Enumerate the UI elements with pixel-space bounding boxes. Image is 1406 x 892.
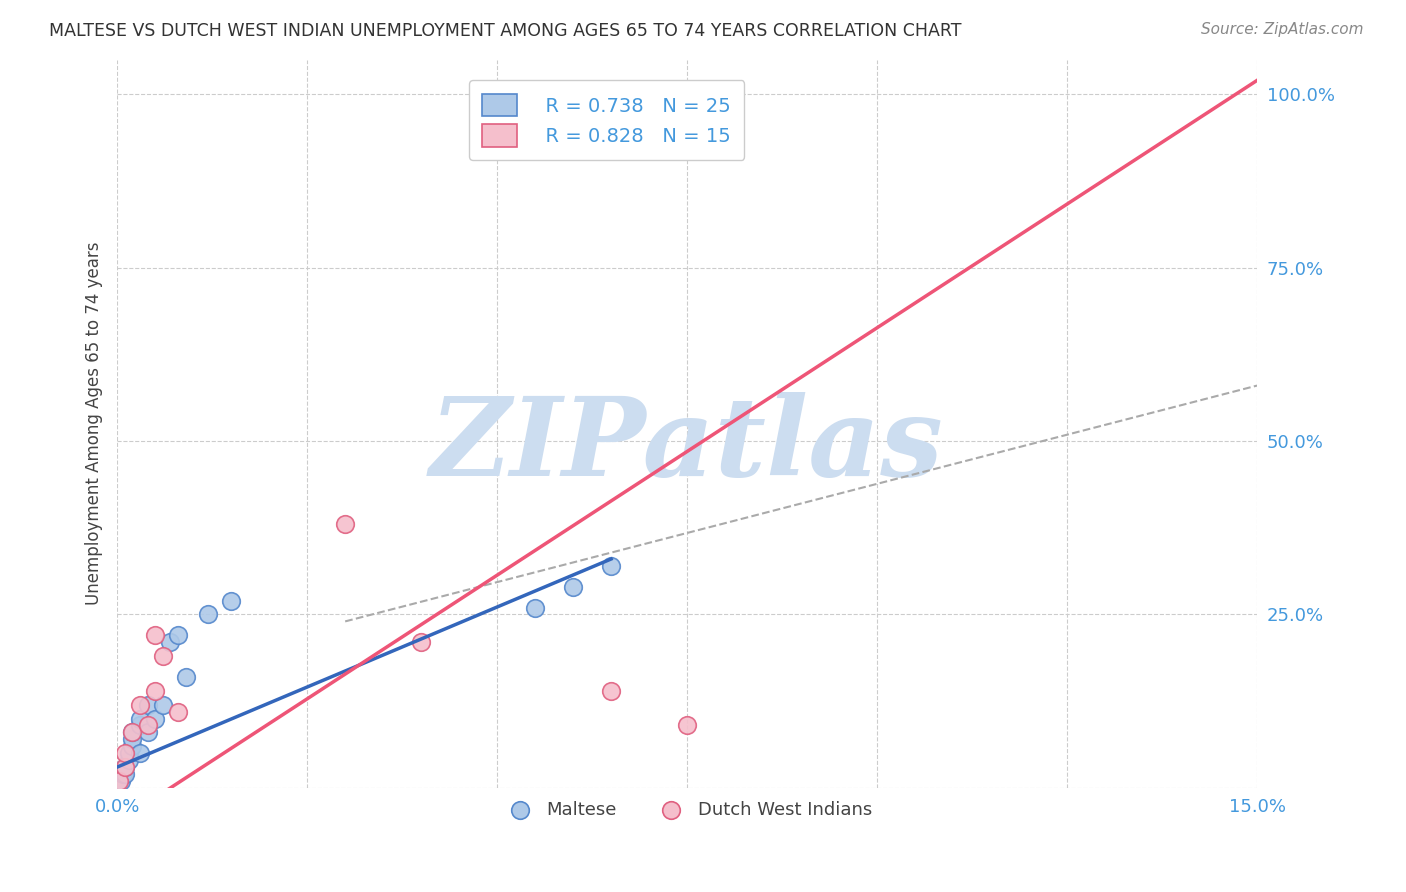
Text: MALTESE VS DUTCH WEST INDIAN UNEMPLOYMENT AMONG AGES 65 TO 74 YEARS CORRELATION : MALTESE VS DUTCH WEST INDIAN UNEMPLOYMEN… [49,22,962,40]
Y-axis label: Unemployment Among Ages 65 to 74 years: Unemployment Among Ages 65 to 74 years [86,242,103,606]
Point [110,773,132,788]
Point [676,718,699,732]
Point [136,725,159,739]
Point [136,718,159,732]
Point [129,698,152,712]
Point [600,558,623,573]
Point [117,746,139,760]
Point [121,725,143,739]
Point [143,628,166,642]
Point [174,670,197,684]
Point [600,683,623,698]
Point [117,753,139,767]
Point [114,760,136,774]
Point [108,773,131,788]
Point [121,732,143,747]
Point [524,115,547,129]
Point [114,760,136,774]
Text: ZIPatlas: ZIPatlas [430,392,943,500]
Point [167,705,190,719]
Point [197,607,219,622]
Point [152,649,174,664]
Point [129,746,152,760]
Point [411,635,433,649]
Point [136,698,159,712]
Point [108,773,131,788]
Point [219,593,242,607]
Point [111,767,134,781]
Point [524,600,547,615]
Point [167,628,190,642]
Point [129,711,152,725]
Point [114,767,136,781]
Point [129,718,152,732]
Legend: Maltese, Dutch West Indians: Maltese, Dutch West Indians [495,794,880,826]
Point [152,698,174,712]
Point [143,683,166,698]
Point [333,517,356,532]
Text: Source: ZipAtlas.com: Source: ZipAtlas.com [1201,22,1364,37]
Point [159,635,181,649]
Point [114,746,136,760]
Point [121,725,143,739]
Point [121,739,143,754]
Point [562,580,585,594]
Point [143,711,166,725]
